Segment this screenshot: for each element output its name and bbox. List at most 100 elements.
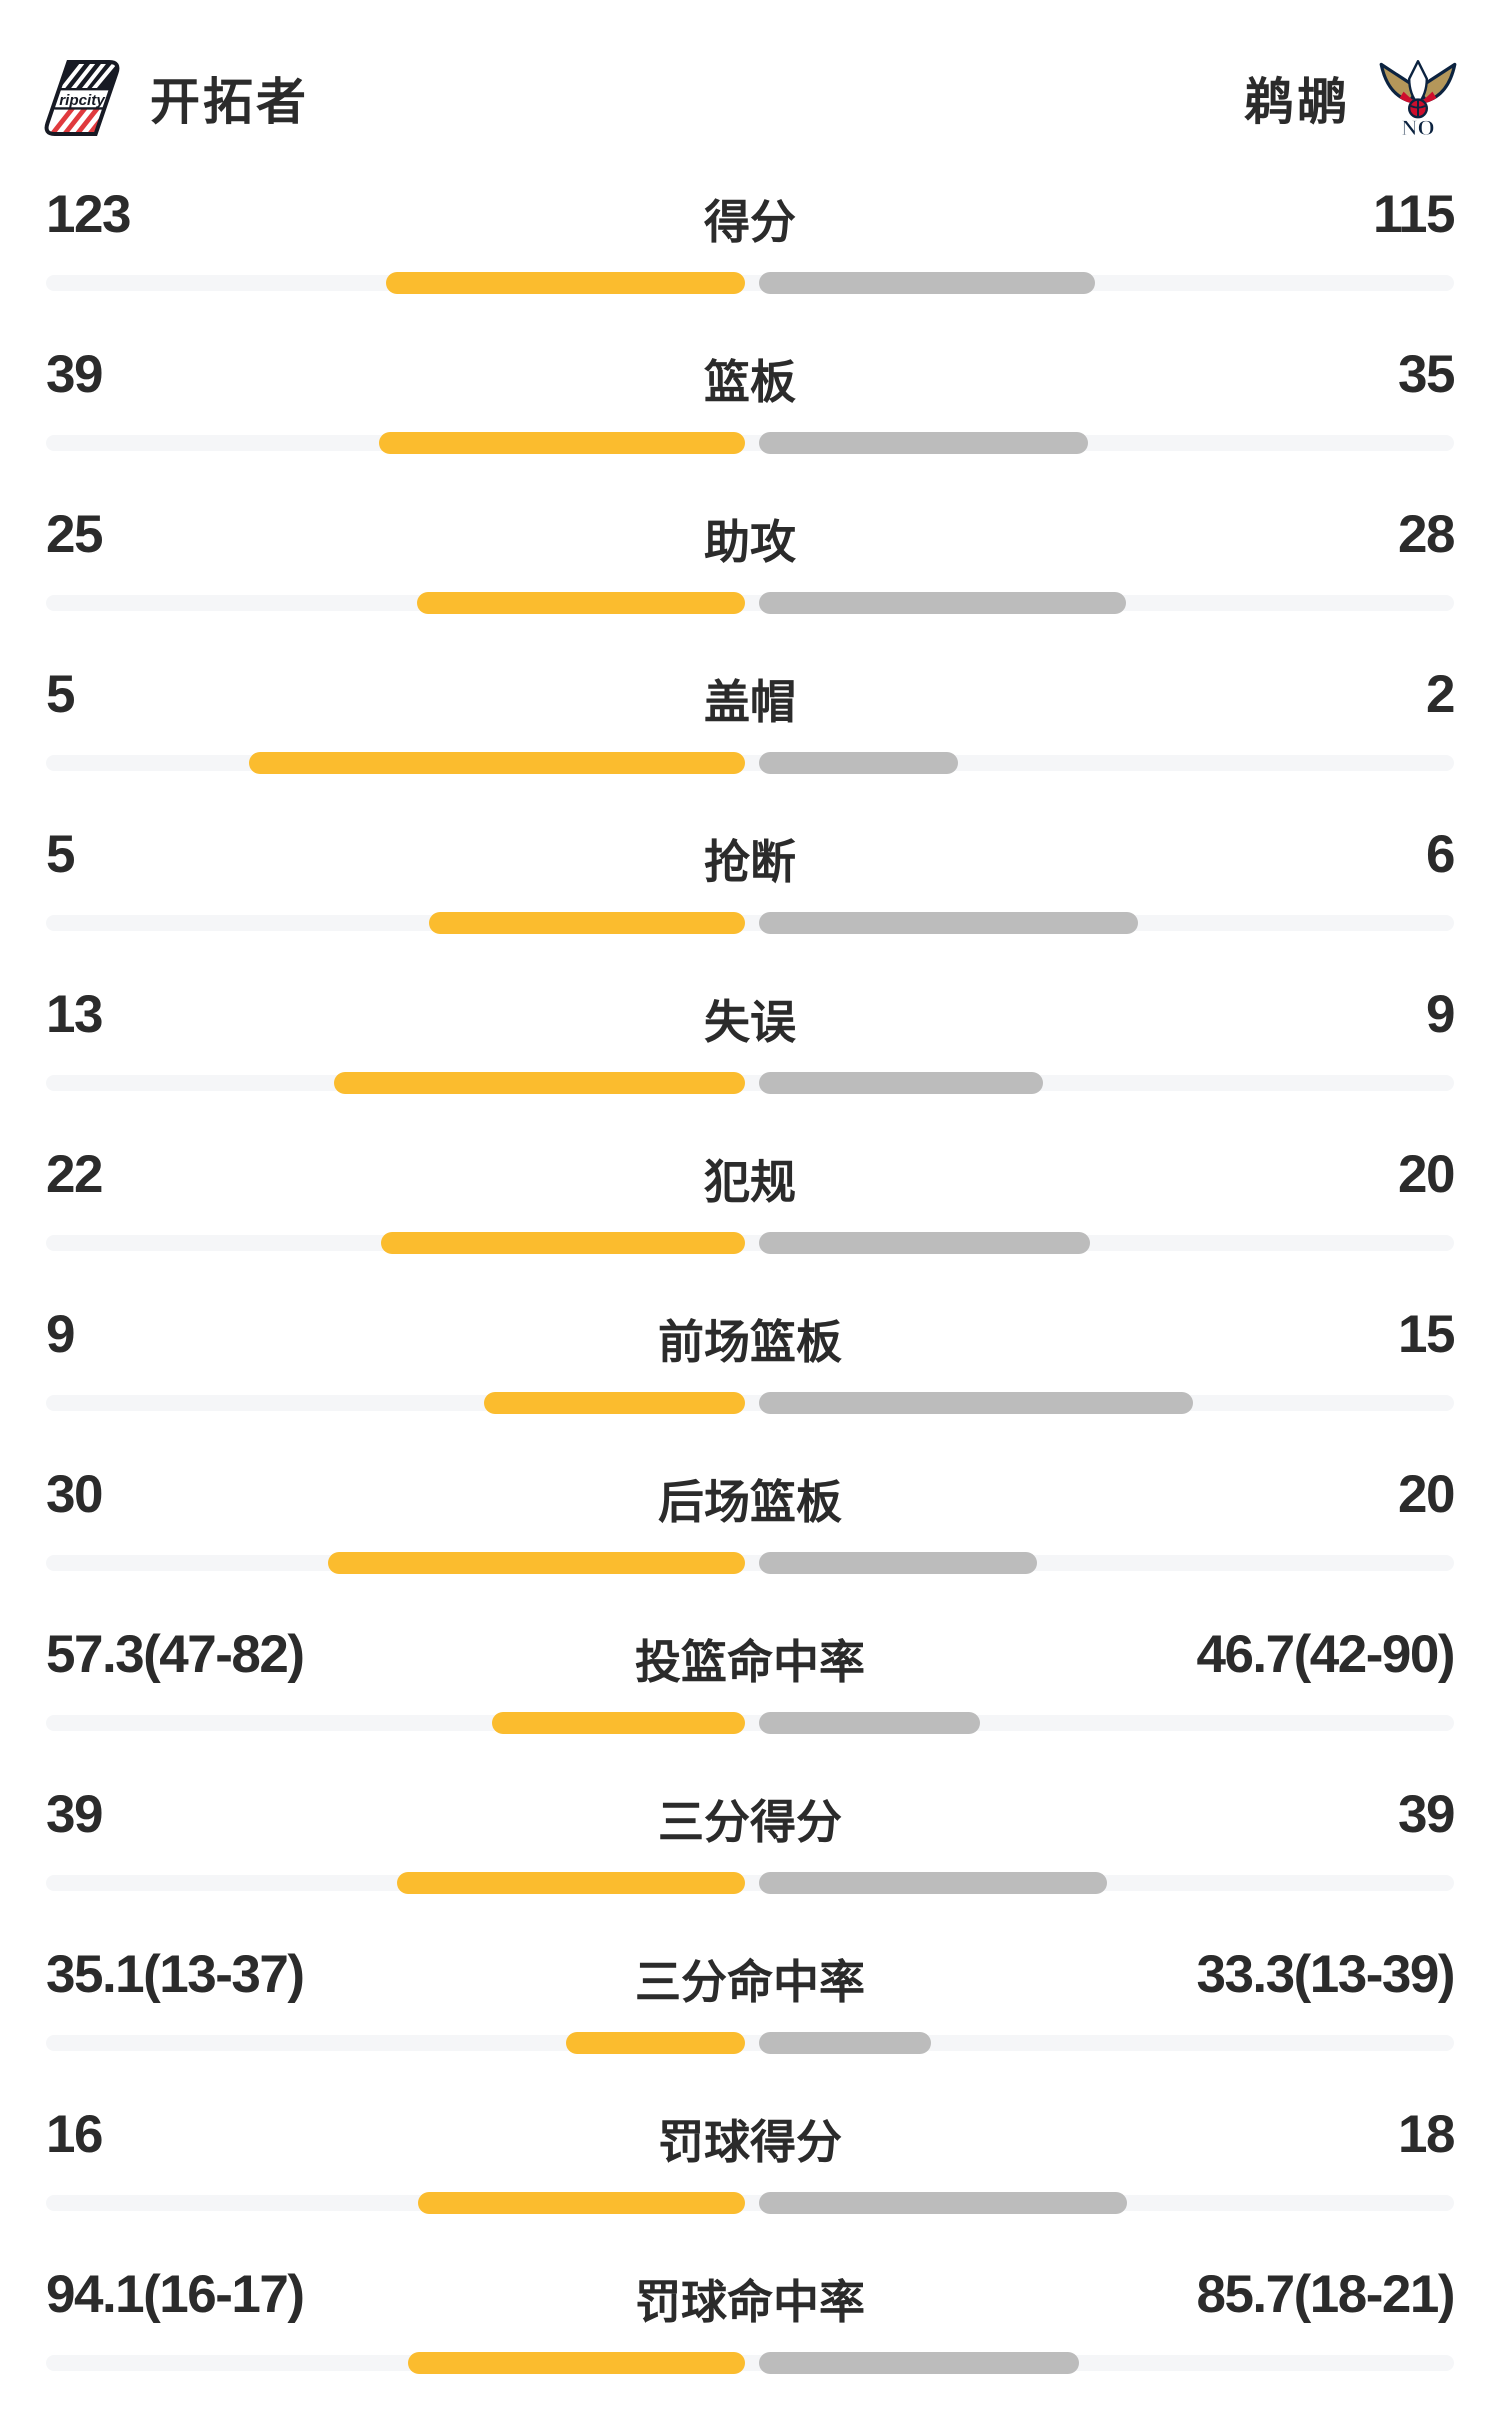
stat-bar-track bbox=[46, 1712, 1454, 1734]
svg-text:NO: NO bbox=[1401, 115, 1435, 138]
home-bar bbox=[566, 2032, 746, 2054]
home-value: 39 bbox=[46, 1785, 103, 1844]
home-value: 5 bbox=[46, 825, 75, 884]
stat-values: 9 前场篮板 15 bbox=[0, 1290, 1500, 1368]
away-value: 39 bbox=[1398, 1785, 1455, 1844]
home-value: 5 bbox=[46, 665, 75, 724]
stat-values: 5 抢断 6 bbox=[0, 810, 1500, 888]
home-bar bbox=[379, 432, 746, 454]
away-bar bbox=[759, 2352, 1080, 2374]
away-value: 46.7(42-90) bbox=[1196, 1625, 1455, 1684]
bar-background bbox=[46, 1235, 1454, 1251]
away-value: 18 bbox=[1398, 2105, 1455, 2164]
stat-values: 25 助攻 28 bbox=[0, 490, 1500, 568]
stat-label: 前场篮板 bbox=[658, 1316, 842, 1368]
home-value: 22 bbox=[46, 1145, 103, 1204]
stat-bar-track bbox=[46, 432, 1454, 454]
stats-comparison-chart: 123 得分 115 39 篮板 35 25 助攻 28 5 盖帽 2 5 抢断 6 13 失误 9 22 犯规 20 9… bbox=[0, 170, 1500, 2410]
stat-values: 57.3(47-82) 投篮命中率 46.7(42-90) bbox=[0, 1610, 1500, 1688]
home-value: 9 bbox=[46, 1305, 75, 1364]
stat-row-defensive-rebounds: 30 后场篮板 20 bbox=[0, 1450, 1500, 1610]
home-bar bbox=[492, 1712, 746, 1734]
stat-label: 犯规 bbox=[704, 1156, 796, 1208]
away-bar bbox=[759, 2192, 1128, 2214]
stat-values: 39 三分得分 39 bbox=[0, 1770, 1500, 1848]
bar-background bbox=[46, 1075, 1454, 1091]
home-value: 39 bbox=[46, 345, 103, 404]
bar-background bbox=[46, 275, 1454, 291]
home-bar bbox=[334, 1072, 746, 1094]
stat-row-offensive-rebounds: 9 前场篮板 15 bbox=[0, 1290, 1500, 1450]
away-bar bbox=[759, 1712, 981, 1734]
stat-bar-track bbox=[46, 752, 1454, 774]
stat-row-steals: 5 抢断 6 bbox=[0, 810, 1500, 970]
stat-values: 35.1(13-37) 三分命中率 33.3(13-39) bbox=[0, 1930, 1500, 2008]
stat-bar-track bbox=[46, 2352, 1454, 2374]
away-value: 85.7(18-21) bbox=[1196, 2265, 1455, 2324]
stat-row-turnovers: 13 失误 9 bbox=[0, 970, 1500, 1130]
stat-row-assists: 25 助攻 28 bbox=[0, 490, 1500, 650]
stat-row-free-throw-pct: 94.1(16-17) 罚球命中率 85.7(18-21) bbox=[0, 2250, 1500, 2410]
home-bar bbox=[484, 1392, 746, 1414]
home-bar bbox=[429, 912, 746, 934]
home-team-name: 开拓者 bbox=[150, 74, 309, 130]
away-bar bbox=[759, 592, 1127, 614]
home-value: 35.1(13-37) bbox=[46, 1945, 305, 2004]
stat-row-three-point-pct: 35.1(13-37) 三分命中率 33.3(13-39) bbox=[0, 1930, 1500, 2090]
home-value: 57.3(47-82) bbox=[46, 1625, 305, 1684]
home-bar bbox=[381, 1232, 746, 1254]
stat-label: 三分得分 bbox=[658, 1796, 842, 1848]
away-bar bbox=[759, 272, 1096, 294]
bar-background bbox=[46, 595, 1454, 611]
home-value: 94.1(16-17) bbox=[46, 2265, 305, 2324]
stat-label: 得分 bbox=[704, 196, 796, 248]
home-value: 16 bbox=[46, 2105, 103, 2164]
home-bar bbox=[408, 2352, 746, 2374]
bar-background bbox=[46, 915, 1454, 931]
away-team: 鹈鹕 NO bbox=[1244, 58, 1458, 138]
bar-background bbox=[46, 2195, 1454, 2211]
stat-label: 篮板 bbox=[704, 356, 796, 408]
home-bar bbox=[397, 1872, 746, 1894]
home-value: 13 bbox=[46, 985, 103, 1044]
home-bar bbox=[249, 752, 746, 774]
pelicans-logo-icon: NO bbox=[1378, 58, 1458, 138]
away-bar bbox=[759, 752, 959, 774]
stat-values: 39 篮板 35 bbox=[0, 330, 1500, 408]
stat-values: 22 犯规 20 bbox=[0, 1130, 1500, 1208]
stat-values: 5 盖帽 2 bbox=[0, 650, 1500, 728]
bar-background bbox=[46, 1715, 1454, 1731]
bar-background bbox=[46, 1555, 1454, 1571]
stat-bar-track bbox=[46, 912, 1454, 934]
away-value: 115 bbox=[1372, 185, 1456, 244]
home-value: 123 bbox=[46, 185, 131, 244]
stat-bar-track bbox=[46, 1552, 1454, 1574]
away-value: 33.3(13-39) bbox=[1196, 1945, 1455, 2004]
home-value: 30 bbox=[46, 1465, 103, 1524]
stat-bar-track bbox=[46, 272, 1454, 294]
stat-label: 失误 bbox=[704, 996, 796, 1048]
stat-label: 抢断 bbox=[704, 836, 796, 888]
bar-background bbox=[46, 2035, 1454, 2051]
bar-background bbox=[46, 1395, 1454, 1411]
stat-values: 30 后场篮板 20 bbox=[0, 1450, 1500, 1528]
away-bar bbox=[759, 1232, 1091, 1254]
away-bar bbox=[759, 912, 1139, 934]
stat-row-free-throw-points: 16 罚球得分 18 bbox=[0, 2090, 1500, 2250]
home-team: ripcity 开拓者 bbox=[42, 58, 309, 138]
away-bar bbox=[759, 1072, 1044, 1094]
away-value: 15 bbox=[1398, 1305, 1455, 1364]
away-bar bbox=[759, 2032, 932, 2054]
away-bar bbox=[759, 1392, 1194, 1414]
away-bar bbox=[759, 1872, 1108, 1894]
stat-row-rebounds: 39 篮板 35 bbox=[0, 330, 1500, 490]
away-value: 28 bbox=[1398, 505, 1455, 564]
stat-bar-track bbox=[46, 1392, 1454, 1414]
stat-row-three-point-points: 39 三分得分 39 bbox=[0, 1770, 1500, 1930]
away-value: 9 bbox=[1426, 985, 1455, 1044]
home-bar bbox=[418, 2192, 746, 2214]
stat-label: 盖帽 bbox=[704, 676, 796, 728]
home-bar bbox=[386, 272, 746, 294]
stat-bar-track bbox=[46, 1872, 1454, 1894]
stat-bar-track bbox=[46, 2032, 1454, 2054]
